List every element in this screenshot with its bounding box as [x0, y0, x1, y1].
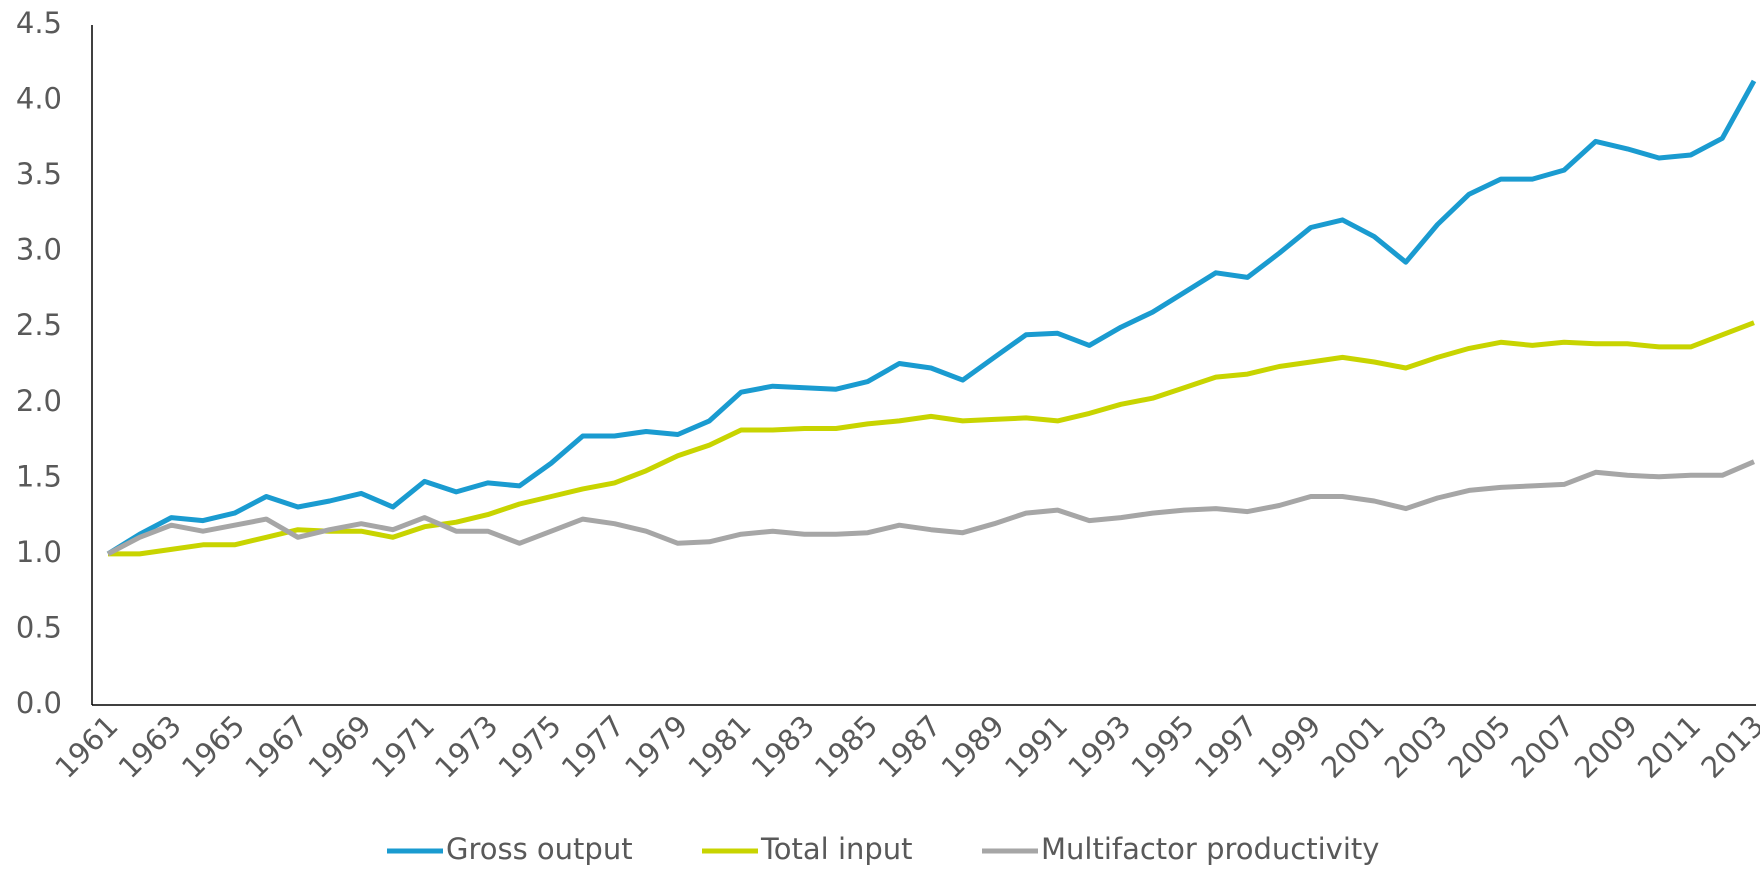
x-tick-label: 2005	[1441, 709, 1517, 785]
x-tick-label: 1969	[302, 709, 378, 785]
x-tick-label: 1991	[998, 709, 1074, 785]
y-tick-label: 1.0	[16, 535, 62, 569]
x-tick-label: 1989	[935, 709, 1011, 785]
x-tick-label: 1999	[1251, 709, 1327, 785]
x-tick-label: 1963	[112, 709, 188, 785]
x-tick-label: 1965	[175, 709, 251, 785]
data-line	[106, 79, 1757, 557]
data-line	[106, 459, 1755, 557]
x-tick-label: 1987	[871, 709, 947, 785]
x-tick-label: 1977	[555, 709, 631, 785]
y-tick-label: 2.0	[16, 384, 62, 418]
y-tick-label: 2.5	[16, 308, 62, 342]
y-tick-label: 3.0	[16, 233, 62, 267]
x-tick-label: 2003	[1378, 709, 1454, 785]
x-tick-label: 1985	[808, 709, 884, 785]
x-tick-label: 2013	[1694, 709, 1760, 785]
legend-label: Total input	[760, 832, 913, 866]
x-tick-label: 1973	[428, 709, 504, 785]
x-tick-label: 2001	[1315, 709, 1391, 785]
data-line	[108, 320, 1755, 557]
x-tick-label: 1983	[745, 709, 821, 785]
x-tick-label: 1979	[618, 709, 694, 785]
y-tick-label: 1.5	[16, 459, 62, 493]
x-tick-label: 1993	[1061, 709, 1137, 785]
y-tick-label: 4.5	[16, 6, 62, 40]
y-tick-label: 3.5	[16, 157, 62, 191]
x-tick-label: 1967	[238, 709, 314, 785]
x-tick-label: 1997	[1188, 709, 1264, 785]
x-tick-label: 1981	[681, 709, 757, 785]
x-tick-label: 2009	[1568, 709, 1644, 785]
x-tick-label: 1961	[48, 709, 124, 785]
y-tick-label: 0.0	[16, 686, 62, 720]
x-tick-label: 1975	[492, 709, 568, 785]
legend-label: Gross output	[446, 832, 633, 866]
y-tick-label: 0.5	[16, 610, 62, 644]
y-tick-label: 4.0	[16, 82, 62, 116]
x-tick-label: 1995	[1125, 709, 1201, 785]
x-tick-label: 2011	[1631, 709, 1707, 785]
x-tick-label: 2007	[1504, 709, 1580, 785]
legend-label: Multifactor productivity	[1041, 832, 1379, 866]
x-tick-label: 1971	[365, 709, 441, 785]
